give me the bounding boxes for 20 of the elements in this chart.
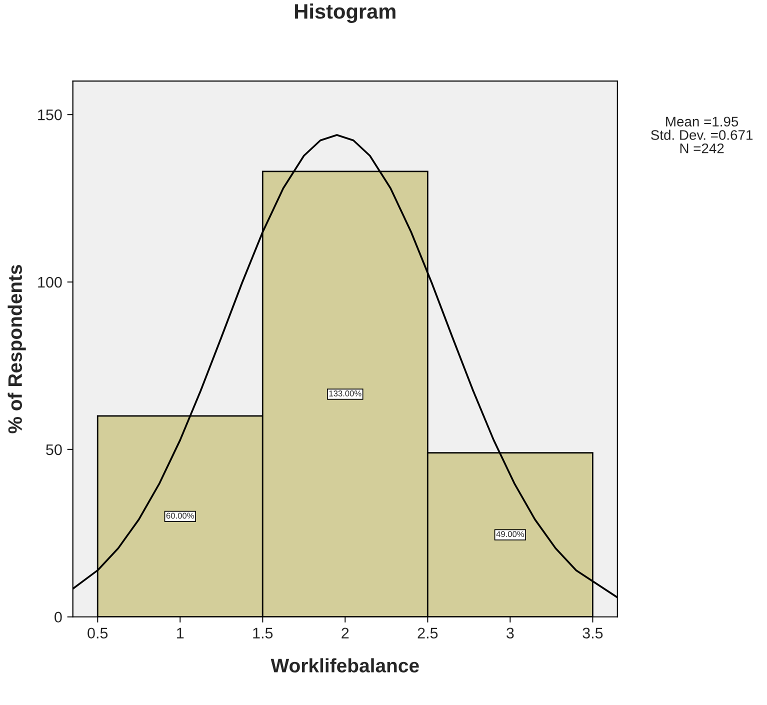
y-axis-title: % of Respondents (8, 264, 26, 434)
y-tick-label: 50 (46, 444, 62, 456)
x-axis-title: Worklifebalance (270, 658, 419, 672)
data-label: 60.00% (166, 512, 194, 519)
y-tick-label: 0 (54, 612, 62, 623)
x-tick-label: 1.5 (253, 628, 273, 639)
text: Std. Dev. =0.671 (651, 130, 753, 140)
data-label: 49.00% (496, 531, 524, 538)
x-tick-label: 3.5 (582, 628, 603, 639)
text: Mean =1.95 (666, 116, 738, 127)
x-tick-label: 0.5 (88, 628, 108, 639)
chart-title: Histogram (295, 3, 396, 23)
x-tick-label: 3 (506, 628, 514, 639)
y-tick-label: 100 (38, 276, 62, 288)
x-tick-label: 1 (177, 628, 184, 638)
x-tick-label: 2.5 (418, 628, 438, 639)
x-tick-label: 2 (342, 628, 349, 638)
data-label: 133.00% (329, 390, 362, 396)
y-tick-label: 150 (38, 109, 62, 120)
text: N =242 (680, 143, 724, 154)
